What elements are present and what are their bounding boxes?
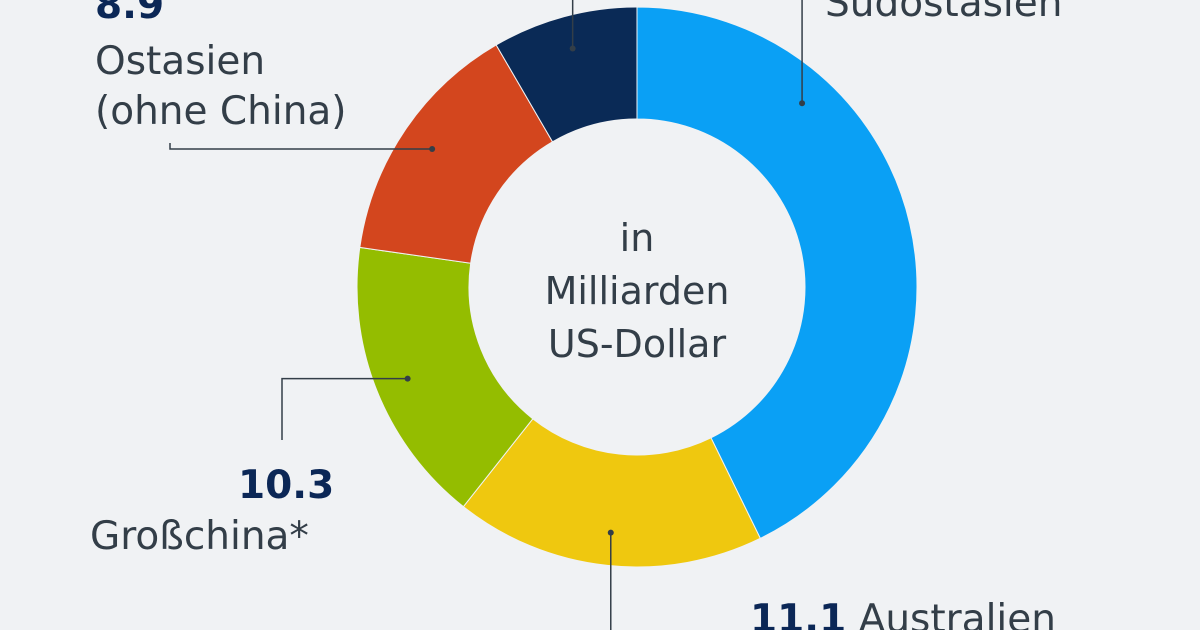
- category-label: Großchina*: [90, 514, 309, 559]
- category-label: Ostasien: [95, 39, 266, 84]
- value-label: 8.9: [95, 0, 165, 28]
- center-line-3: US-Dollar: [547, 322, 727, 366]
- leader-suedostasien-dot: [799, 100, 806, 107]
- category-label: Australien: [858, 597, 1056, 630]
- label-australien: 11.1 Australien: [750, 596, 1056, 630]
- slice-australien: [462, 418, 761, 568]
- leader-australien-dot: [607, 529, 614, 536]
- category-label: Südostasien: [825, 0, 1063, 26]
- label-suedostasien: Südostasien: [825, 0, 1062, 29]
- leader-sonstige-dot: [569, 45, 576, 52]
- slice-suedostasien: [636, 6, 918, 540]
- label-grosschina-value: 10.3: [238, 462, 334, 511]
- category-label: (ohne China): [95, 89, 347, 134]
- value-label: 10.3: [238, 463, 335, 508]
- label-ostasien-name-2: (ohne China): [95, 88, 347, 137]
- center-unit-label: in Milliarden US-Dollar: [517, 212, 757, 371]
- center-line-1: in: [619, 216, 655, 260]
- label-grosschina: Großchina*: [90, 513, 309, 562]
- label-ostasien: 8.9: [95, 0, 164, 31]
- slice-sonstige: [495, 6, 638, 143]
- leader-grosschina-dot: [404, 375, 411, 382]
- leader-ostasien-dot: [429, 145, 436, 152]
- donut-hole: [469, 119, 805, 455]
- value-label: 11.1: [750, 597, 847, 630]
- leader-grosschina: [281, 377, 408, 440]
- label-ostasien-name-1: Ostasien: [95, 38, 265, 87]
- center-line-2: Milliarden: [544, 269, 730, 313]
- leader-ostasien: [169, 143, 433, 150]
